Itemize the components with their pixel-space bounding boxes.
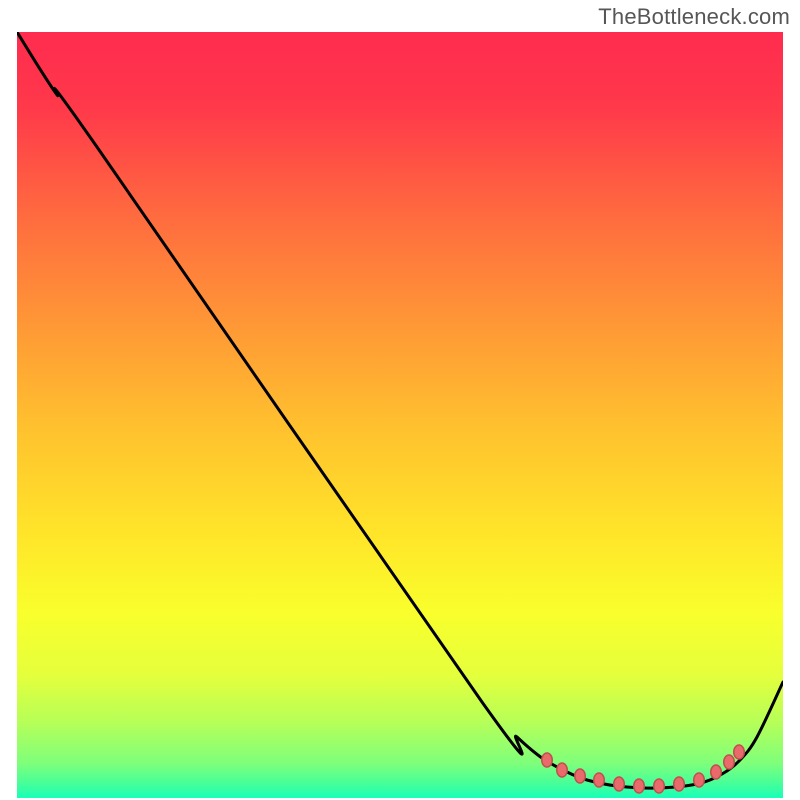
curve-marker: [694, 773, 705, 787]
curve-marker: [634, 779, 645, 793]
curve-marker: [594, 773, 605, 787]
curve-marker: [614, 777, 625, 791]
curve-layer: [17, 32, 783, 798]
chart-container: TheBottleneck.com: [0, 0, 800, 800]
bottleneck-curve: [17, 32, 783, 788]
curve-marker: [724, 755, 735, 769]
curve-marker: [734, 745, 745, 759]
curve-marker: [674, 777, 685, 791]
chart-area: [17, 32, 783, 798]
curve-marker: [654, 779, 665, 793]
curve-marker: [557, 763, 568, 777]
attribution-text: TheBottleneck.com: [598, 4, 790, 30]
curve-marker: [542, 753, 553, 767]
curve-marker: [711, 765, 722, 779]
curve-marker: [575, 769, 586, 783]
curve-markers: [542, 745, 745, 793]
